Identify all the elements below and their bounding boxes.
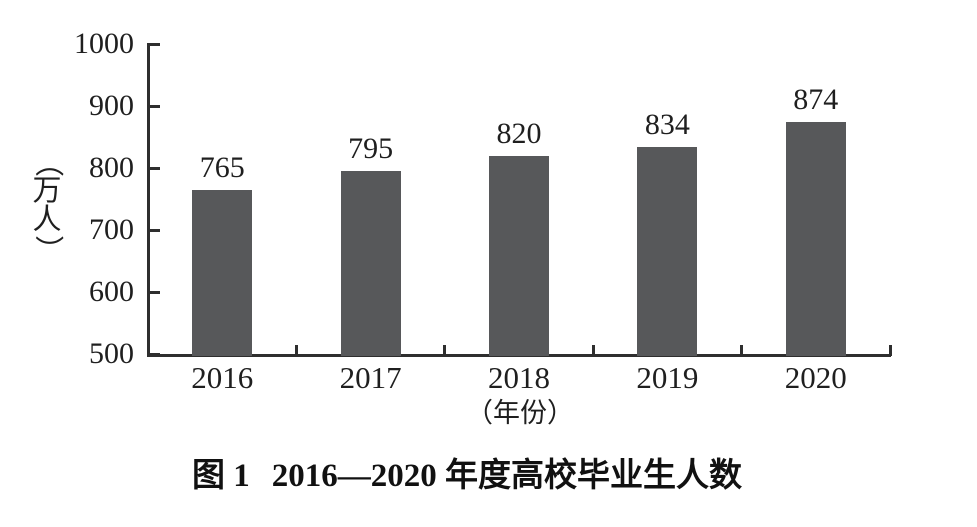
figure-title: 2016—2020 年度高校毕业生人数	[271, 458, 742, 494]
y-axis-tick-label: 1000	[74, 27, 134, 60]
x-axis-tick	[740, 345, 744, 356]
bar-value-2017: 795	[348, 132, 394, 166]
y-axis-tick	[148, 104, 160, 108]
bar-2018	[489, 155, 549, 356]
y-axis-tick-label: 700	[89, 213, 134, 246]
y-axis-tick-label: 500	[89, 337, 134, 370]
bar-value-2018: 820	[496, 116, 542, 150]
x-axis-category-2016: 2016	[191, 360, 254, 395]
bar-value-2016: 765	[199, 150, 245, 184]
figure-number: 图 1	[192, 458, 250, 494]
x-axis-category-2020: 2020	[784, 360, 847, 395]
x-axis-tick	[888, 345, 892, 356]
y-axis-label-char: 万	[32, 175, 62, 207]
y-axis-tick	[148, 290, 160, 294]
y-axis-label: （万人）	[26, 148, 68, 264]
x-axis-tick	[591, 345, 595, 356]
bar-2020	[785, 122, 846, 356]
y-axis-tick-label: 900	[89, 89, 134, 122]
y-axis-line	[147, 43, 150, 357]
y-axis-tick	[148, 352, 160, 356]
y-axis-label-char: 人	[32, 204, 62, 236]
bar-value-2020: 874	[793, 83, 839, 117]
y-axis-tick-label: 600	[89, 275, 134, 308]
x-axis-tick	[443, 345, 447, 356]
x-axis-category-2017: 2017	[339, 360, 402, 395]
y-axis-tick	[148, 166, 160, 170]
x-axis-tick	[294, 345, 298, 356]
x-axis-category-2018: 2018	[488, 360, 550, 395]
figure-caption: 图 1 2016—2020 年度高校毕业生人数	[0, 458, 934, 494]
y-axis-tick-label: 800	[89, 151, 134, 184]
x-axis-category-2019: 2019	[636, 360, 699, 395]
bar-2017	[340, 171, 401, 356]
y-axis-tick	[148, 228, 160, 232]
bar-value-2019: 834	[644, 107, 690, 141]
bar-2016	[192, 189, 253, 356]
bar-2019	[637, 146, 698, 356]
y-axis-tick	[148, 42, 160, 46]
x-axis-label: （年份）	[466, 398, 574, 428]
